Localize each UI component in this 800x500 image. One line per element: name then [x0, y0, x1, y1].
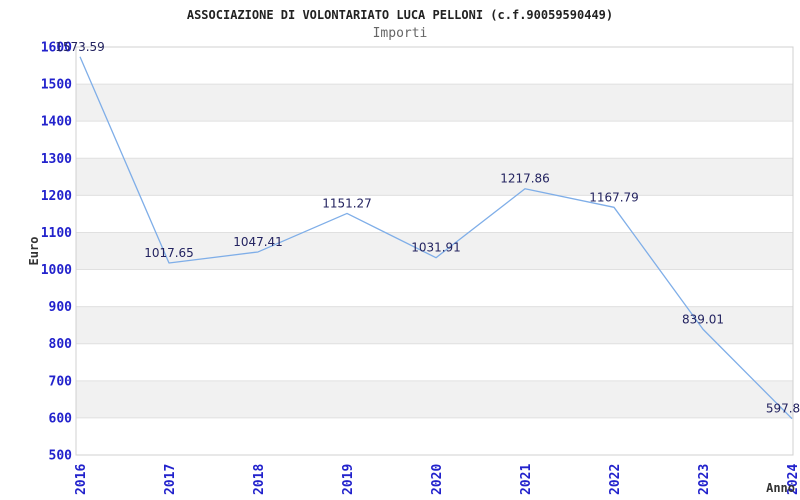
y-tick-label: 1400	[41, 115, 72, 130]
x-tick-label: 2024	[786, 464, 800, 495]
grid-band	[76, 306, 793, 344]
y-tick-label: 1600	[41, 41, 72, 56]
data-line	[79, 56, 793, 420]
x-tick-label: 2018	[252, 464, 267, 495]
grid-band	[76, 84, 793, 122]
x-axis-title: Anno	[766, 481, 795, 495]
y-tick-label: 1000	[41, 263, 72, 278]
x-tick-label: 2022	[608, 464, 623, 495]
y-axis-title: Euro	[27, 237, 41, 266]
x-tick-label: 2023	[697, 464, 712, 495]
y-tick-label: 500	[49, 449, 73, 464]
point-label: 1031.91	[411, 241, 461, 255]
x-tick-label: 2016	[74, 464, 89, 495]
y-tick-label: 900	[49, 300, 73, 315]
point-label: 1167.79	[589, 190, 639, 204]
point-label: 1151.27	[322, 196, 372, 210]
point-label: 1017.65	[144, 246, 194, 260]
y-tick-label: 1500	[41, 78, 72, 93]
x-tick-label: 2017	[163, 464, 178, 495]
point-label: 839.01	[682, 312, 724, 326]
y-tick-label: 1100	[41, 226, 72, 241]
x-tick-label: 2019	[341, 464, 356, 495]
y-tick-label: 800	[49, 337, 73, 352]
point-label: 1047.41	[233, 235, 283, 249]
chart-title: ASSOCIAZIONE DI VOLONTARIATO LUCA PELLON…	[186, 8, 614, 22]
x-tick-label: 2020	[430, 464, 445, 495]
y-tick-label: 1200	[41, 189, 72, 204]
grid-band	[76, 232, 793, 270]
x-tick-label: 2021	[519, 464, 534, 495]
plot-border	[75, 46, 794, 456]
y-tick-label: 600	[49, 411, 73, 426]
grid-band	[76, 158, 793, 196]
point-label: 1573.59	[55, 40, 105, 54]
y-tick-label: 700	[49, 374, 73, 389]
chart-subtitle: Importi	[372, 26, 428, 41]
point-label: 597.8	[766, 402, 800, 416]
point-label: 1217.86	[500, 172, 550, 186]
y-tick-label: 1300	[41, 152, 72, 167]
grid-band	[76, 380, 793, 418]
